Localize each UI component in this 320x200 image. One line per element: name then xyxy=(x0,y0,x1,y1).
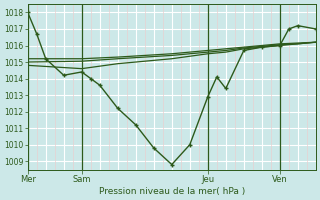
X-axis label: Pression niveau de la mer( hPa ): Pression niveau de la mer( hPa ) xyxy=(99,187,245,196)
